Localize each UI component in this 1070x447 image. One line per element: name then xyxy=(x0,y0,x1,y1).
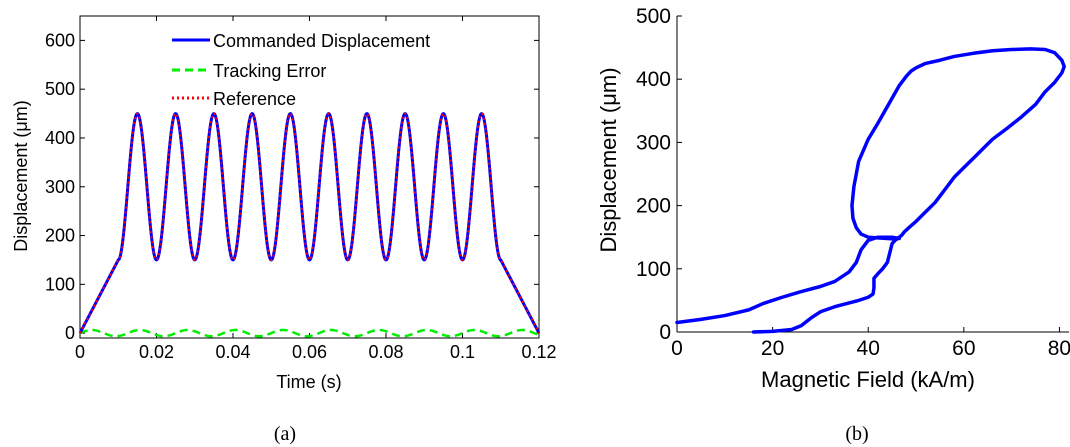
chart-a-ytick-label: 300 xyxy=(45,177,75,197)
chart-b-lines xyxy=(675,47,1066,334)
chart-b: 0 20 40 60 80 0 100 200 300 400 500 Magnetic Field… xyxy=(596,5,1070,392)
hysteresis-segment-1 xyxy=(675,235,902,325)
chart-a-ytick-label: 600 xyxy=(45,30,75,50)
chart-b-ytick-label: 300 xyxy=(636,131,671,154)
chart-a-legend: Commanded Displacement Tracking Error Re… xyxy=(172,31,430,109)
legend-reference-label: Reference xyxy=(213,89,296,109)
chart-b-ytick-label: 0 xyxy=(659,321,671,344)
chart-a-ytick-label: 100 xyxy=(45,274,75,294)
chart-a-xtick-label: 0 xyxy=(75,342,85,362)
chart-b-ylabel: Displacement (μm) xyxy=(596,67,621,252)
chart-a: 0 0.02 0.04 0.06 0.08 0.1 0.12 0 100 200 300 400 500… xyxy=(11,15,557,392)
chart-a-xtick-label: 0.1 xyxy=(450,342,475,362)
chart-a-ticks: 0 0.02 0.04 0.06 0.08 0.1 0.12 0 100 200 300 400 500… xyxy=(45,16,557,362)
chart-a-xtick-label: 0.12 xyxy=(521,342,556,362)
chart-b-ticks: 0 20 40 60 80 0 100 200 300 400 500 xyxy=(636,5,1070,360)
series-tracking-error xyxy=(79,328,540,338)
chart-b-ytick-label: 500 xyxy=(636,5,671,28)
chart-b-xtick-label: 20 xyxy=(761,337,784,360)
chart-b-xtick-label: 80 xyxy=(1048,337,1070,360)
chart-a-ytick-label: 400 xyxy=(45,128,75,148)
chart-a-xtick-label: 0.04 xyxy=(215,342,250,362)
chart-a-lines xyxy=(78,111,541,338)
chart-b-xtick-label: 60 xyxy=(952,337,975,360)
caption-b: (b) xyxy=(845,423,868,445)
chart-a-xtick-label: 0.08 xyxy=(368,342,403,362)
hysteresis-segment-0 xyxy=(751,236,899,334)
caption-a: (a) xyxy=(274,423,296,445)
chart-a-xlabel: Time (s) xyxy=(276,372,341,392)
chart-a-xtick-label: 0.06 xyxy=(292,342,327,362)
chart-b-ytick-label: 400 xyxy=(636,68,671,91)
chart-b-xlabel: Magnetic Field (kA/m) xyxy=(761,367,975,392)
chart-a-xtick-label: 0.02 xyxy=(139,342,174,362)
chart-b-xtick-label: 0 xyxy=(671,337,683,360)
chart-b-ytick-label: 100 xyxy=(636,258,671,281)
chart-a-ytick-label: 500 xyxy=(45,79,75,99)
legend-tracking-label: Tracking Error xyxy=(213,61,326,81)
chart-a-plot-area xyxy=(79,15,540,339)
series-reference xyxy=(79,112,540,334)
chart-b-xtick-label: 40 xyxy=(857,337,880,360)
chart-b-ytick-label: 200 xyxy=(636,195,671,218)
hysteresis-segment-2 xyxy=(850,47,1066,241)
chart-a-ylabel: Displacement (μm) xyxy=(11,100,31,251)
chart-a-ytick-label: 200 xyxy=(45,226,75,246)
chart-a-ytick-label: 0 xyxy=(65,323,75,343)
legend-commanded-label: Commanded Displacement xyxy=(213,31,430,51)
